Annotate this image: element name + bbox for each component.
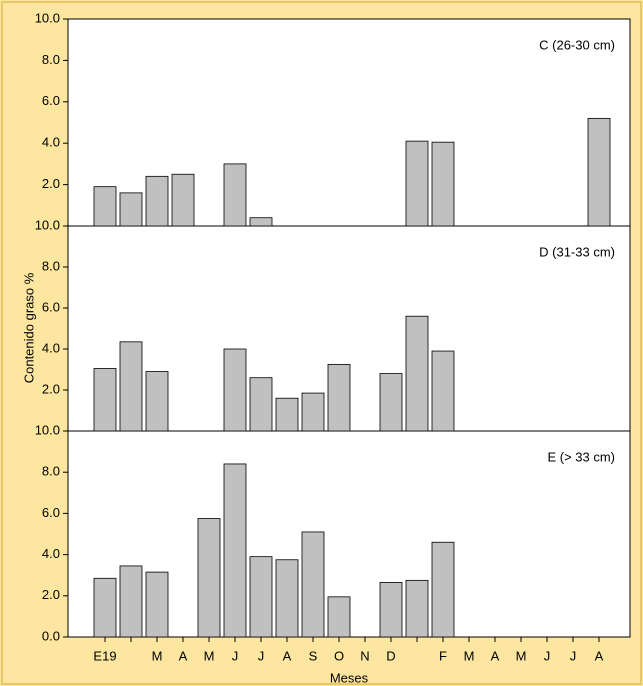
x-tick-label: A [491, 648, 500, 663]
bar [249, 217, 273, 227]
bar [327, 596, 351, 638]
x-tick-label: M [204, 648, 215, 663]
x-tick-label: E19 [93, 648, 116, 663]
y-tick-label: 2.0 [42, 587, 60, 602]
bar [145, 371, 169, 432]
bar [327, 363, 351, 432]
bar [431, 350, 455, 432]
x-tick-label: D [386, 648, 395, 663]
bar [431, 141, 455, 227]
y-tick-label: 2.0 [42, 381, 60, 396]
bar [171, 173, 195, 227]
x-tick-label: A [283, 648, 292, 663]
x-tick-label: F [439, 648, 447, 663]
bar [405, 315, 429, 432]
x-tick-label: J [544, 648, 551, 663]
bar [405, 579, 429, 638]
bar [223, 463, 247, 638]
x-tick-label: M [152, 648, 163, 663]
bar [223, 348, 247, 432]
y-tick-label: 4.0 [42, 340, 60, 355]
x-tick-label: A [179, 648, 188, 663]
plot-area [67, 18, 631, 638]
bar [431, 541, 455, 638]
bar [197, 518, 221, 638]
y-tick-label: 10.0 [35, 10, 60, 25]
bar [379, 373, 403, 432]
y-tick-label: 8.0 [42, 52, 60, 67]
bar [275, 397, 299, 432]
y-tick-label: 4.0 [42, 135, 60, 150]
y-tick-label: 6.0 [42, 505, 60, 520]
bar [223, 163, 247, 227]
x-tick-label: J [258, 648, 265, 663]
x-tick-label: J [570, 648, 577, 663]
panel-title: C (26-30 cm) [539, 37, 615, 52]
bar [93, 186, 117, 227]
bar [119, 565, 143, 638]
x-tick-label: A [595, 648, 604, 663]
y-tick-label: 10.0 [35, 217, 60, 232]
y-tick-label: 6.0 [42, 93, 60, 108]
x-tick-label: M [464, 648, 475, 663]
x-tick-label: J [232, 648, 239, 663]
bar [249, 377, 273, 432]
bar [93, 577, 117, 638]
y-tick-label: 8.0 [42, 464, 60, 479]
y-tick-label: 8.0 [42, 258, 60, 273]
x-axis-label: Meses [330, 670, 369, 685]
bar [587, 117, 611, 227]
bar [301, 392, 325, 432]
x-tick-label: S [309, 648, 318, 663]
y-tick-label: 2.0 [42, 176, 60, 191]
x-tick-label: M [516, 648, 527, 663]
x-tick-label: N [360, 648, 369, 663]
panel-title: D (31-33 cm) [539, 244, 615, 259]
bar [145, 571, 169, 638]
bar [119, 341, 143, 432]
y-tick-label: 10.0 [35, 422, 60, 437]
bar [145, 175, 169, 227]
bar [249, 556, 273, 638]
bar [379, 582, 403, 638]
y-tick-label: 0.0 [42, 628, 60, 643]
bar [119, 192, 143, 227]
bar [275, 559, 299, 638]
panel-title: E (> 33 cm) [547, 449, 615, 464]
bar [301, 531, 325, 638]
y-axis-label: Contenido graso % [21, 272, 36, 383]
y-tick-label: 4.0 [42, 546, 60, 561]
bar [405, 140, 429, 227]
y-tick-label: 6.0 [42, 299, 60, 314]
x-tick-label: O [334, 648, 344, 663]
bar [93, 368, 117, 432]
